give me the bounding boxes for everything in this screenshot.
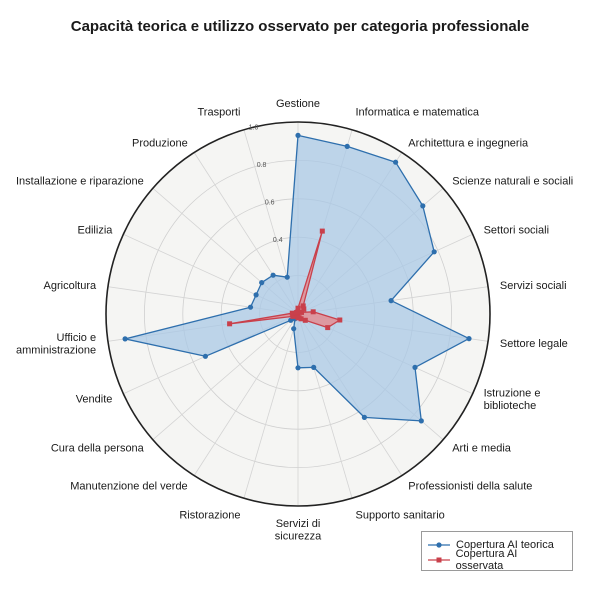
category-label: Vendite: [76, 394, 113, 406]
data-point-theoretical: [270, 272, 276, 278]
data-point-theoretical: [284, 274, 290, 280]
data-point-theoretical: [420, 203, 426, 209]
legend-item-observed: Copertura AI osservata: [428, 548, 566, 572]
legend-swatch-theoretical-icon: [428, 541, 450, 548]
category-label: Settore legale: [500, 338, 568, 350]
category-label: Scienze naturali e sociali: [452, 175, 573, 187]
category-label: Trasporti: [198, 106, 241, 118]
category-label: Produzione: [132, 137, 188, 149]
category-label: Gestione: [276, 98, 320, 110]
data-point-observed: [310, 309, 316, 315]
data-point-theoretical: [466, 336, 472, 342]
category-label: Agricoltura: [44, 280, 97, 292]
data-point-theoretical: [253, 292, 259, 298]
data-point-theoretical: [361, 414, 367, 420]
data-point-observed: [299, 309, 304, 315]
data-point-theoretical: [122, 336, 128, 342]
data-point-theoretical: [311, 364, 317, 370]
category-label: Architettura e ingegneria: [408, 137, 529, 149]
data-point-theoretical: [247, 304, 254, 310]
grid-spoke: [152, 313, 299, 441]
outer-ring: [105, 121, 491, 507]
category-label: Informatica e matematica: [356, 106, 480, 118]
data-point-theoretical: [295, 132, 301, 138]
data-point-theoretical: [288, 317, 294, 323]
category-label: Professionisti della salute: [408, 481, 532, 493]
legend: Copertura AI teorica Copertura AI osserv…: [421, 531, 573, 572]
legend-label-observed: Copertura AI osservata: [455, 547, 518, 572]
legend-item-theoretical: Copertura AI teorica: [428, 537, 566, 552]
data-point-observed: [302, 317, 308, 323]
legend-label-theoretical: Copertura AI teorica: [456, 538, 554, 551]
data-point-observed: [227, 321, 233, 327]
data-point-observed: [325, 325, 331, 331]
category-label: Cura della persona: [51, 443, 145, 455]
data-point-observed: [319, 228, 325, 234]
category-label: Ufficio e: [57, 332, 97, 344]
tick-label: 0.6: [265, 199, 275, 206]
data-point-theoretical: [295, 365, 301, 371]
radial-tick-labels: 0.4 0.6 0.8 1.0: [249, 124, 283, 244]
category-label: Settori sociali: [484, 224, 549, 236]
category-label: Istruzione e: [484, 388, 541, 400]
radar-series: [122, 132, 472, 424]
data-point-theoretical: [412, 364, 418, 370]
data-point-theoretical: [291, 326, 297, 332]
category-label: Servizi di: [276, 518, 321, 530]
grid-spoke: [193, 313, 299, 476]
grid-spoke: [243, 313, 299, 499]
data-point-theoretical: [344, 143, 350, 149]
category-label: Edilizia: [78, 224, 114, 236]
data-point-theoretical: [259, 280, 265, 286]
category-label: sicurezza: [275, 531, 322, 543]
tick-label: 1.0: [249, 124, 259, 131]
data-point-theoretical: [418, 418, 424, 424]
data-point-theoretical: [393, 159, 399, 165]
tick-label: 0.8: [257, 162, 267, 169]
tick-label: 0.4: [273, 237, 283, 244]
data-point-theoretical: [431, 249, 437, 255]
data-point-observed: [295, 309, 300, 315]
legend-swatch-observed-icon: [428, 557, 450, 562]
category-label: amministrazione: [16, 344, 96, 356]
category-label: Ristorazione: [179, 510, 240, 522]
data-point-observed: [337, 317, 343, 323]
category-label: Servizi sociali: [500, 280, 567, 292]
data-point-observed: [300, 303, 306, 309]
category-label: Manutenzione del verde: [70, 481, 187, 493]
category-labels: Gestione Informatica e matematica Architet…: [16, 98, 573, 543]
category-label: Supporto sanitario: [356, 510, 445, 522]
chart-title: Capacità teorica e utilizzo osservato pe…: [70, 18, 530, 35]
data-point-observed: [301, 306, 307, 312]
category-label: biblioteche: [484, 400, 537, 412]
data-point-theoretical: [202, 353, 208, 359]
data-point-observed: [295, 305, 301, 311]
data-point-observed: [290, 313, 296, 319]
data-point-theoretical: [388, 298, 394, 304]
category-label: Arti e media: [452, 443, 512, 455]
category-label: Installazione e riparazione: [16, 175, 144, 187]
data-point-observed: [289, 310, 295, 316]
